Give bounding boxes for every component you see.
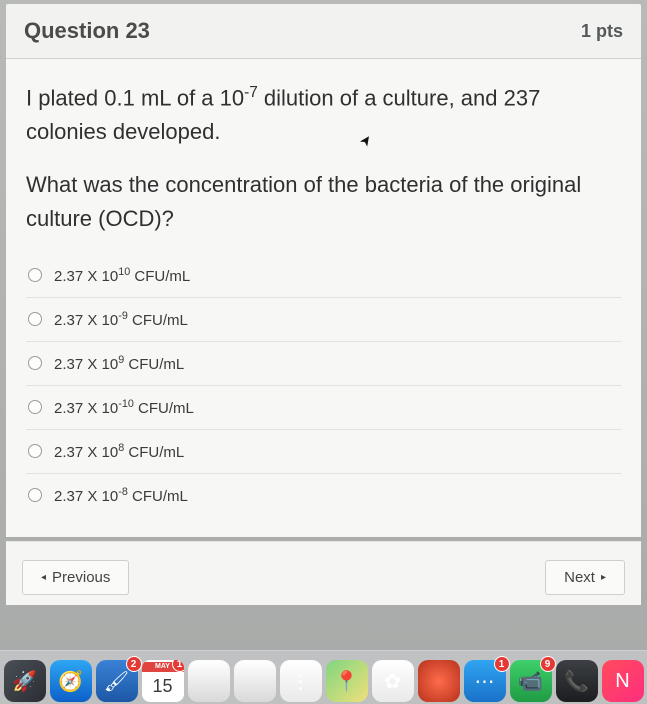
question-text-1: I plated 0.1 mL of a 10-7 dilution of a …: [26, 81, 621, 150]
dock-facetime-icon[interactable]: 📹9: [510, 660, 552, 702]
option-label: 2.37 X 10-9 CFU/mL: [54, 310, 188, 329]
question-points: 1 pts: [581, 21, 623, 42]
option-row[interactable]: 2.37 X 108 CFU/mL: [26, 430, 621, 474]
radio-icon[interactable]: [28, 268, 42, 282]
radio-icon[interactable]: [28, 400, 42, 414]
option-label: 2.37 X 10-8 CFU/mL: [54, 486, 188, 505]
radio-icon[interactable]: [28, 444, 42, 458]
option-row[interactable]: 2.37 X 109 CFU/mL: [26, 342, 621, 386]
options-list: 2.37 X 1010 CFU/mL 2.37 X 10-9 CFU/mL 2.37…: [26, 254, 621, 517]
dock-doc2-icon[interactable]: [234, 660, 276, 702]
question-header: Question 23 1 pts: [6, 4, 641, 59]
dock-photobooth-icon[interactable]: [418, 660, 460, 702]
radio-icon[interactable]: [28, 312, 42, 326]
dock-reminders-icon[interactable]: ⋮: [280, 660, 322, 702]
previous-button[interactable]: ◂ Previous: [22, 560, 129, 595]
question-number: Question 23: [24, 18, 150, 44]
previous-label: Previous: [52, 569, 110, 586]
next-label: Next: [564, 569, 595, 586]
dock-maps-icon[interactable]: 📍: [326, 660, 368, 702]
option-label: 2.37 X 10-10 CFU/mL: [54, 398, 194, 417]
option-label: 2.37 X 1010 CFU/mL: [54, 266, 190, 285]
next-button[interactable]: Next ▸: [545, 560, 625, 595]
radio-icon[interactable]: [28, 488, 42, 502]
option-label: 2.37 X 108 CFU/mL: [54, 442, 184, 461]
option-row[interactable]: 2.37 X 10-10 CFU/mL: [26, 386, 621, 430]
badge: 2: [126, 656, 142, 672]
option-label: 2.37 X 109 CFU/mL: [54, 354, 184, 373]
badge: 9: [540, 656, 556, 672]
radio-icon[interactable]: [28, 356, 42, 370]
option-row[interactable]: 2.37 X 1010 CFU/mL: [26, 254, 621, 298]
quiz-panel: Question 23 1 pts I plated 0.1 mL of a 1…: [6, 4, 641, 537]
badge: 1: [494, 656, 510, 672]
nav-bar: ◂ Previous Next ▸: [6, 541, 641, 605]
dock-photos-icon[interactable]: ✿: [372, 660, 414, 702]
question-text-2: What was the concentration of the bacter…: [26, 168, 621, 236]
dock-launchpad-icon[interactable]: 🚀: [4, 660, 46, 702]
chevron-right-icon: ▸: [601, 572, 606, 583]
chevron-left-icon: ◂: [41, 572, 46, 583]
question-body: I plated 0.1 mL of a 10-7 dilution of a …: [6, 59, 641, 537]
option-row[interactable]: 2.37 X 10-8 CFU/mL: [26, 474, 621, 517]
dock-paint-icon[interactable]: 🖌2: [96, 660, 138, 702]
dock-doc1-icon[interactable]: [188, 660, 230, 702]
dock-calendar-icon[interactable]: MAY151: [142, 660, 184, 702]
macos-dock: 🚀🧭🖌2MAY151 ⋮📍✿ ⋯1📹9📞N: [0, 650, 647, 704]
dock-news-icon[interactable]: N: [602, 660, 644, 702]
option-row[interactable]: 2.37 X 10-9 CFU/mL: [26, 298, 621, 342]
calendar-day: 15: [152, 672, 172, 700]
dock-safari-icon[interactable]: 🧭: [50, 660, 92, 702]
dock-phone-icon[interactable]: 📞: [556, 660, 598, 702]
dock-messages-icon[interactable]: ⋯1: [464, 660, 506, 702]
